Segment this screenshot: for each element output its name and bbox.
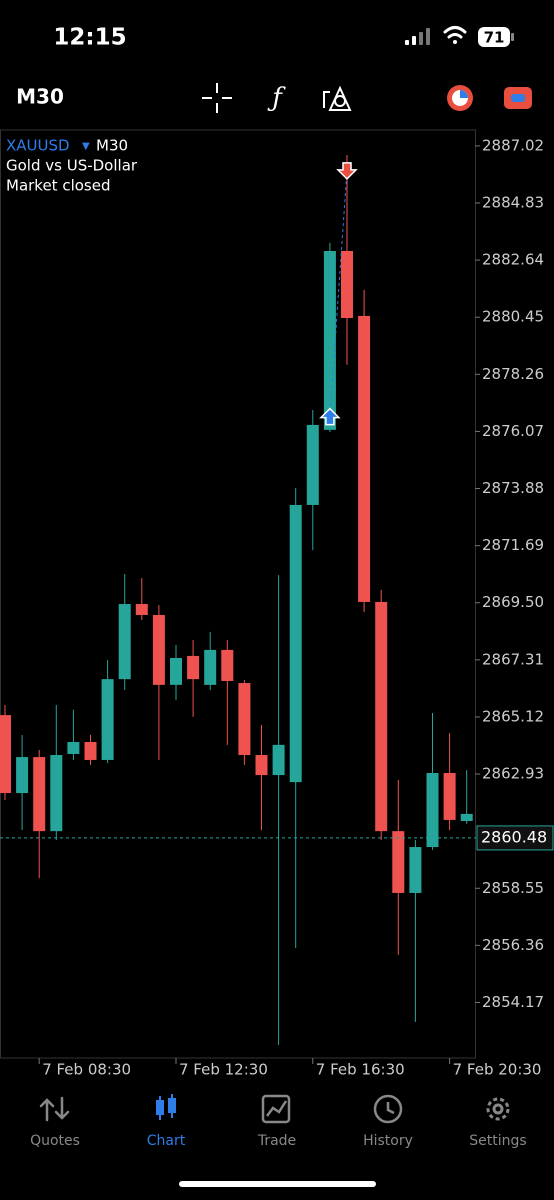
sell-marker [336,162,358,180]
wifi-icon [443,26,467,44]
candle-body [50,755,63,832]
candle-body [392,831,405,893]
x-tick-label: 7 Feb 12:30 [179,1061,268,1079]
battery-tip [511,33,514,41]
y-tick-label: 2869.50 [482,593,544,611]
candle-body [358,315,371,602]
last-price-box [476,825,554,851]
history-icon [373,1094,403,1124]
y-tick-label: 2856.36 [482,936,544,954]
status-time: 12:15 [53,25,126,51]
symbol-description: Gold vs US-Dollar [6,157,138,175]
y-tick-label: 2882.64 [482,251,544,269]
candle-body [135,604,148,615]
trade-icon [261,1094,291,1124]
candle-body [33,757,46,832]
y-tick-label: 2871.69 [482,536,544,554]
y-tick-label: 2880.45 [482,308,544,326]
candle-body [375,601,388,832]
candle-body [289,504,302,783]
y-tick-label: 2878.26 [482,365,544,383]
y-tick-label: 2876.07 [482,422,544,440]
tab-label[interactable]: Quotes [30,1133,80,1149]
chart-icon [156,1094,176,1120]
battery-level: 71 [484,29,505,47]
candle-body [426,773,439,848]
candle-body [341,250,353,318]
candle-body [16,757,29,794]
crosshair-button[interactable] [202,83,232,113]
candle-body [255,755,268,776]
trade-button[interactable] [504,87,532,109]
candle-body [170,658,182,685]
candle-body [84,741,97,760]
candle-body [272,744,285,776]
x-tick-label: 7 Feb 16:30 [316,1061,405,1079]
account-button[interactable] [447,85,473,111]
last-price-label: 2860.48 [481,827,547,846]
x-tick-label: 7 Feb 08:30 [42,1061,131,1079]
candle-body [460,813,473,821]
candle-body [443,773,456,820]
candle-body [323,250,336,430]
candle-body [0,715,11,794]
candle-body [221,649,234,681]
symbol-dropdown[interactable]: ▼ [82,141,90,152]
candle-body [67,741,80,754]
y-tick-label: 2873.88 [482,479,544,497]
candle-body [238,683,251,756]
market-status: Market closed [6,177,111,195]
x-tick-label: 7 Feb 20:30 [453,1061,542,1079]
candle-body [118,604,131,680]
candle-body [152,614,165,685]
tab-label[interactable]: History [363,1133,413,1149]
y-tick-label: 2884.83 [482,194,544,212]
y-tick-label: 2854.17 [482,993,544,1011]
buy-marker [319,407,341,426]
settings-icon [486,1097,510,1121]
timeframe-button[interactable]: M30 [16,85,64,109]
y-tick-label: 2867.31 [482,650,544,668]
chart-frame [0,129,476,1059]
candle-body [187,655,200,680]
home-indicator [179,1181,376,1187]
quotes-icon [39,1096,70,1122]
tab-label[interactable]: Trade [257,1133,296,1149]
y-tick-label: 2865.12 [482,707,544,725]
indicators-button[interactable]: ƒ [267,83,286,113]
symbol[interactable]: XAUUSD [6,137,70,155]
candle-body [204,649,217,685]
candle-body [409,847,422,893]
candle-body [101,679,114,760]
y-tick-label: 2858.55 [482,879,544,897]
tab-label[interactable]: Chart [147,1133,186,1149]
y-tick-label: 2862.93 [482,765,544,783]
y-tick-label: 2887.02 [482,136,544,154]
tab-label[interactable]: Settings [469,1133,526,1149]
trade-line [329,169,348,418]
objects-button[interactable] [323,85,352,111]
chart-timeframe: M30 [96,137,128,155]
signal-icon [405,28,430,45]
battery-icon [478,27,510,47]
candle-body [306,424,319,505]
